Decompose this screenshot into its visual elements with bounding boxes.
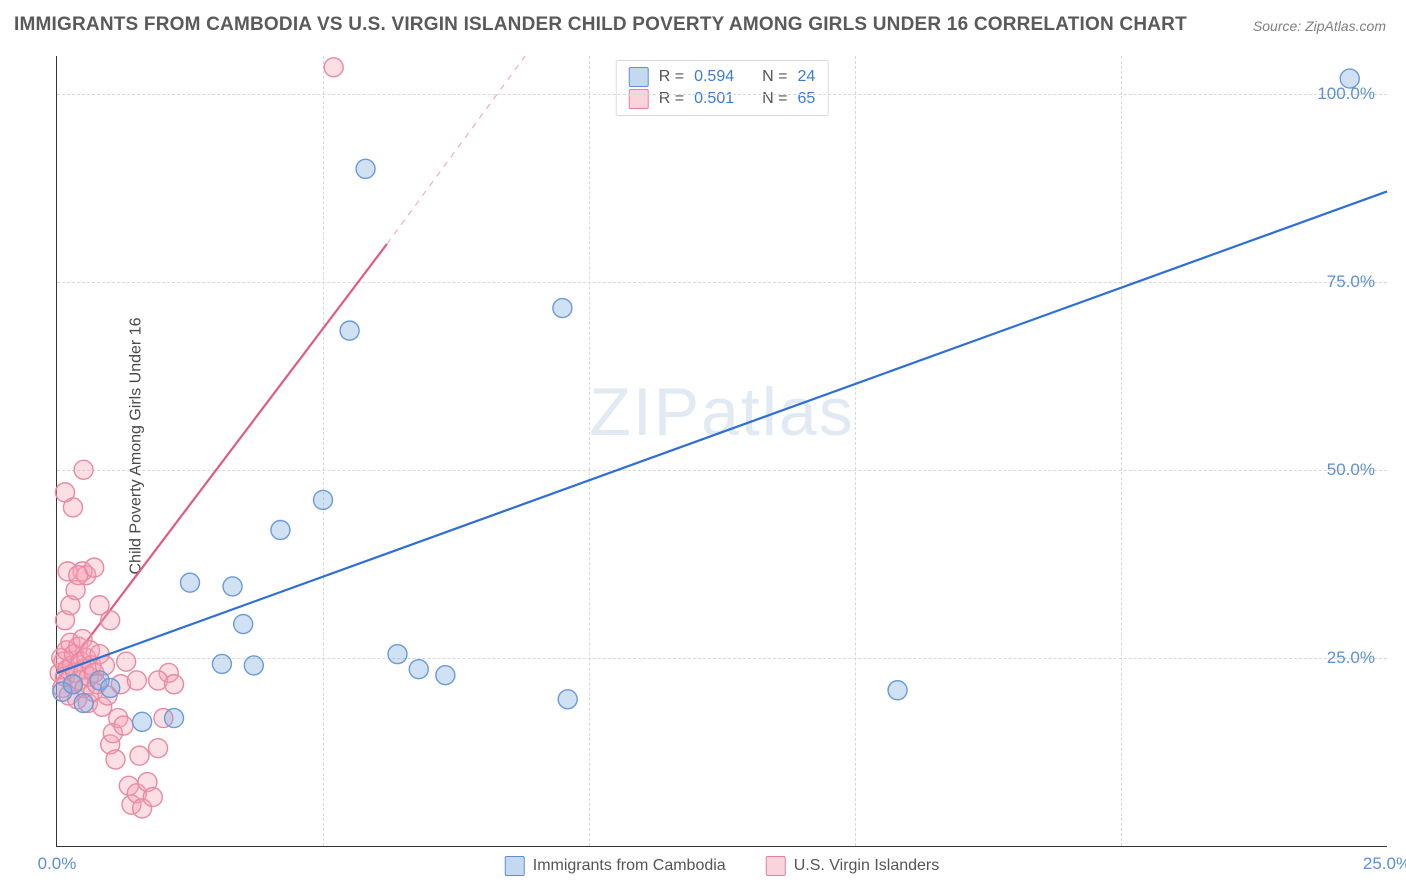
y-tick-label: 25.0% xyxy=(1327,648,1375,668)
x-tick-label: 0.0% xyxy=(38,854,77,874)
legend-item-usvi: U.S. Virgin Islanders xyxy=(766,856,940,876)
legend-label-usvi: U.S. Virgin Islanders xyxy=(794,857,940,875)
scatter-svg xyxy=(57,56,1387,846)
source-label: Source: ZipAtlas.com xyxy=(1253,18,1386,34)
legend-label-cambodia: Immigrants from Cambodia xyxy=(533,857,726,875)
legend-item-cambodia: Immigrants from Cambodia xyxy=(505,856,726,876)
legend-series: Immigrants from Cambodia U.S. Virgin Isl… xyxy=(505,856,940,876)
y-tick-label: 100.0% xyxy=(1317,84,1375,104)
x-tick-label: 25.0% xyxy=(1363,854,1406,874)
swatch-blue-icon xyxy=(505,856,525,876)
swatch-pink-icon xyxy=(766,856,786,876)
plot-area: ZIPatlas R = 0.594 N = 24 R = 0.501 N = … xyxy=(56,56,1387,847)
y-tick-label: 50.0% xyxy=(1327,460,1375,480)
y-tick-label: 75.0% xyxy=(1327,272,1375,292)
chart-title: IMMIGRANTS FROM CAMBODIA VS U.S. VIRGIN … xyxy=(14,14,1187,36)
